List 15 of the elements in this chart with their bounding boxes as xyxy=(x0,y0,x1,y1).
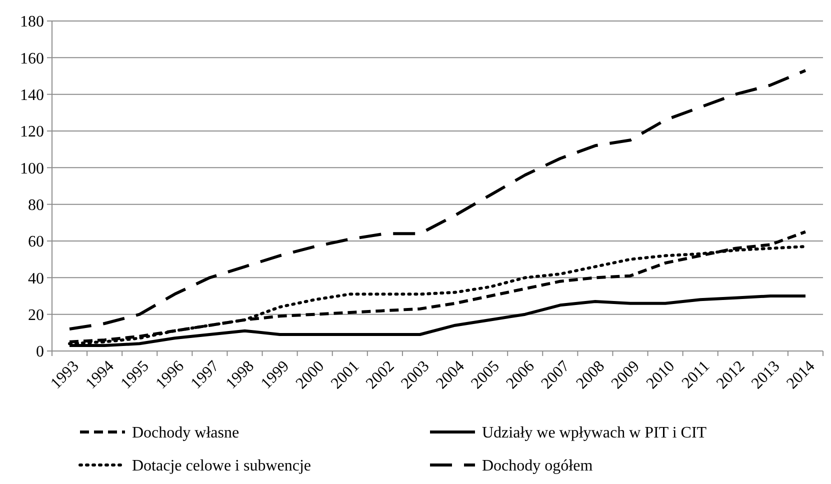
y-tick-label: 20 xyxy=(28,306,44,324)
y-tick-label: 60 xyxy=(28,234,44,251)
y-tick-label: 140 xyxy=(20,86,44,104)
y-tick-label: 0 xyxy=(36,344,44,361)
y-tick-label: 40 xyxy=(28,270,44,288)
y-tick-label: 80 xyxy=(28,196,44,214)
legend-label: Dotacje celowe i subwencje xyxy=(132,458,312,475)
y-tick-label: 100 xyxy=(20,160,44,178)
legend-label: Udziały we wpływach w PIT i CIT xyxy=(482,424,707,442)
legend-label: Dochody własne xyxy=(132,424,240,442)
x-tick-label: 2011 xyxy=(678,358,714,392)
y-tick-label: 120 xyxy=(20,124,44,141)
legend-label: Dochody ogółem xyxy=(482,458,594,475)
y-tick-label: 180 xyxy=(20,14,44,31)
y-tick-label: 160 xyxy=(20,50,44,68)
